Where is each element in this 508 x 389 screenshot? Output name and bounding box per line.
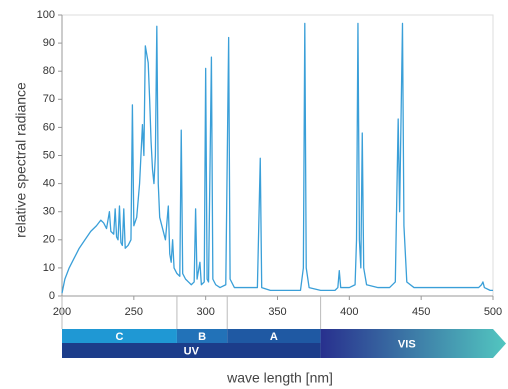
- x-tick-label: 400: [340, 306, 358, 318]
- y-tick-label: 90: [43, 37, 55, 49]
- band-label: A: [270, 331, 278, 343]
- y-tick-label: 30: [43, 206, 55, 218]
- x-axis-title: wave length [nm]: [226, 370, 333, 386]
- y-axis-title: relative spectral radiance: [13, 82, 29, 238]
- range-label: VIS: [398, 338, 416, 350]
- band: [227, 329, 321, 343]
- y-tick-label: 40: [43, 178, 55, 190]
- x-tick-label: 500: [484, 306, 502, 318]
- y-tick-label: 70: [43, 93, 55, 105]
- range-label: UV: [184, 345, 200, 357]
- band-label: C: [115, 331, 123, 343]
- y-tick-label: 20: [43, 234, 55, 246]
- band-label: B: [198, 331, 206, 343]
- y-tick-label: 0: [49, 290, 55, 302]
- x-tick-label: 450: [412, 306, 430, 318]
- y-tick-label: 60: [43, 121, 55, 133]
- band: [176, 329, 228, 343]
- band: [62, 329, 177, 343]
- range: [62, 343, 321, 358]
- x-tick-label: 250: [125, 306, 143, 318]
- spectrum-line: [61, 22, 493, 294]
- range-arrow: [320, 329, 506, 358]
- y-tick-label: 100: [37, 9, 55, 21]
- x-tick-label: 350: [268, 306, 286, 318]
- y-tick-label: 50: [43, 149, 55, 161]
- y-tick-label: 80: [43, 65, 55, 77]
- plot-frame: [61, 14, 494, 297]
- x-tick-label: 300: [196, 306, 214, 318]
- y-tick-label: 10: [43, 262, 55, 274]
